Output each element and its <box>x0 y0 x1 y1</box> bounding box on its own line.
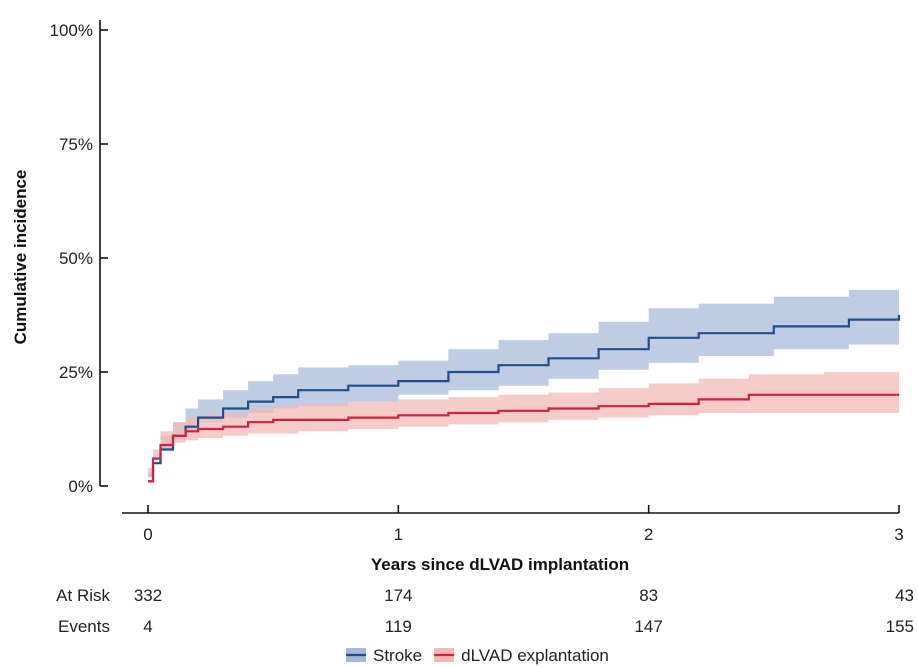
legend-label-stroke: Stroke <box>373 646 422 665</box>
risk-value: 147 <box>634 617 662 636</box>
risk-value: 332 <box>134 586 162 605</box>
y-axis-title: Cumulative incidence <box>11 170 30 345</box>
y-tick-label: 75% <box>59 135 93 154</box>
y-tick-label: 50% <box>59 249 93 268</box>
confidence-bands <box>148 285 899 483</box>
x-axis-title: Years since dLVAD implantation <box>371 555 629 574</box>
y-tick-label: 25% <box>59 363 93 382</box>
axes: 0% 25% 50% 75% 100% 0 1 2 3 <box>50 20 904 544</box>
risk-row-label: Events <box>58 617 110 636</box>
risk-table: At Risk 332 174 83 43 Events 4 119 147 155 <box>56 586 914 636</box>
x-tick-label: 0 <box>143 525 152 544</box>
y-tick-label: 100% <box>50 21 93 40</box>
risk-value: 4 <box>143 617 152 636</box>
risk-value: 83 <box>639 586 658 605</box>
legend: Stroke dLVAD explantation <box>346 646 609 665</box>
x-tick-label: 3 <box>894 525 903 544</box>
x-tick-label: 1 <box>394 525 403 544</box>
risk-value: 119 <box>385 617 412 636</box>
risk-value: 174 <box>384 586 412 605</box>
y-tick-label: 0% <box>68 477 93 496</box>
risk-value: 155 <box>886 617 914 636</box>
risk-value: 43 <box>895 586 914 605</box>
risk-row-label: At Risk <box>56 586 110 605</box>
legend-label-explantation: dLVAD explantation <box>461 646 609 665</box>
x-tick-label: 2 <box>644 525 653 544</box>
